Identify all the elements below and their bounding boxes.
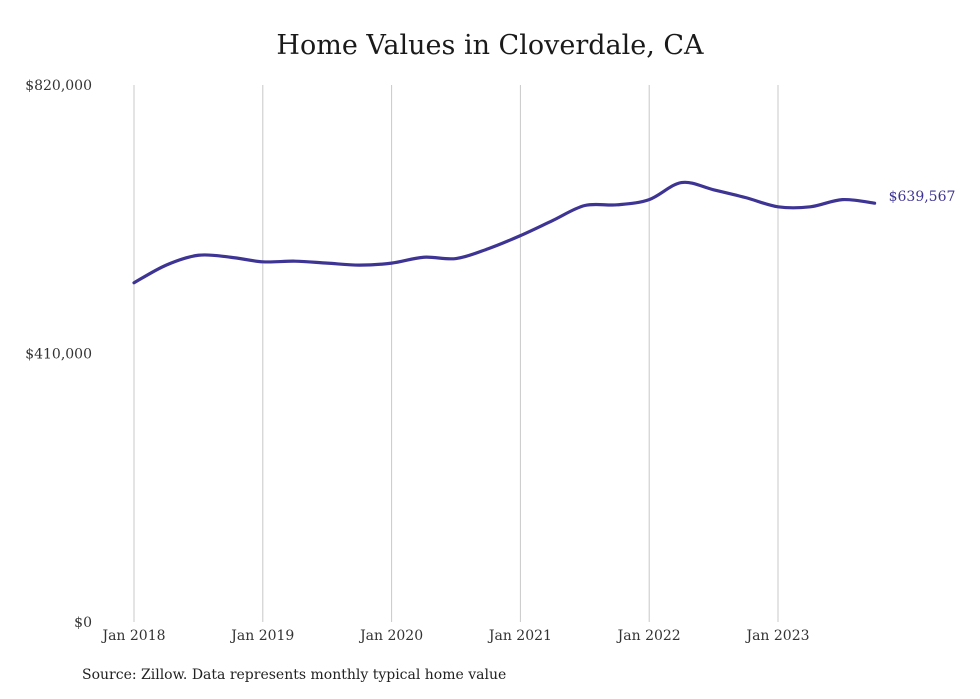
x-tick-label: Jan 2018: [100, 628, 165, 644]
source-note: Source: Zillow. Data represents monthly …: [82, 667, 507, 683]
y-tick-label: $0: [74, 615, 92, 631]
x-tick-label: Jan 2020: [358, 628, 423, 644]
y-tick-label: $820,000: [25, 78, 92, 94]
series-line: [132, 180, 877, 285]
x-tick-label: Jan 2019: [229, 628, 294, 644]
y-tick-label: $410,000: [25, 347, 92, 363]
x-tick-label: Jan 2022: [616, 628, 681, 644]
end-value-label: $639,567: [889, 189, 956, 205]
x-tick-label: Jan 2021: [487, 628, 552, 644]
x-tick-label: Jan 2023: [744, 628, 809, 644]
chart-title: Home Values in Cloverdale, CA: [276, 30, 704, 61]
